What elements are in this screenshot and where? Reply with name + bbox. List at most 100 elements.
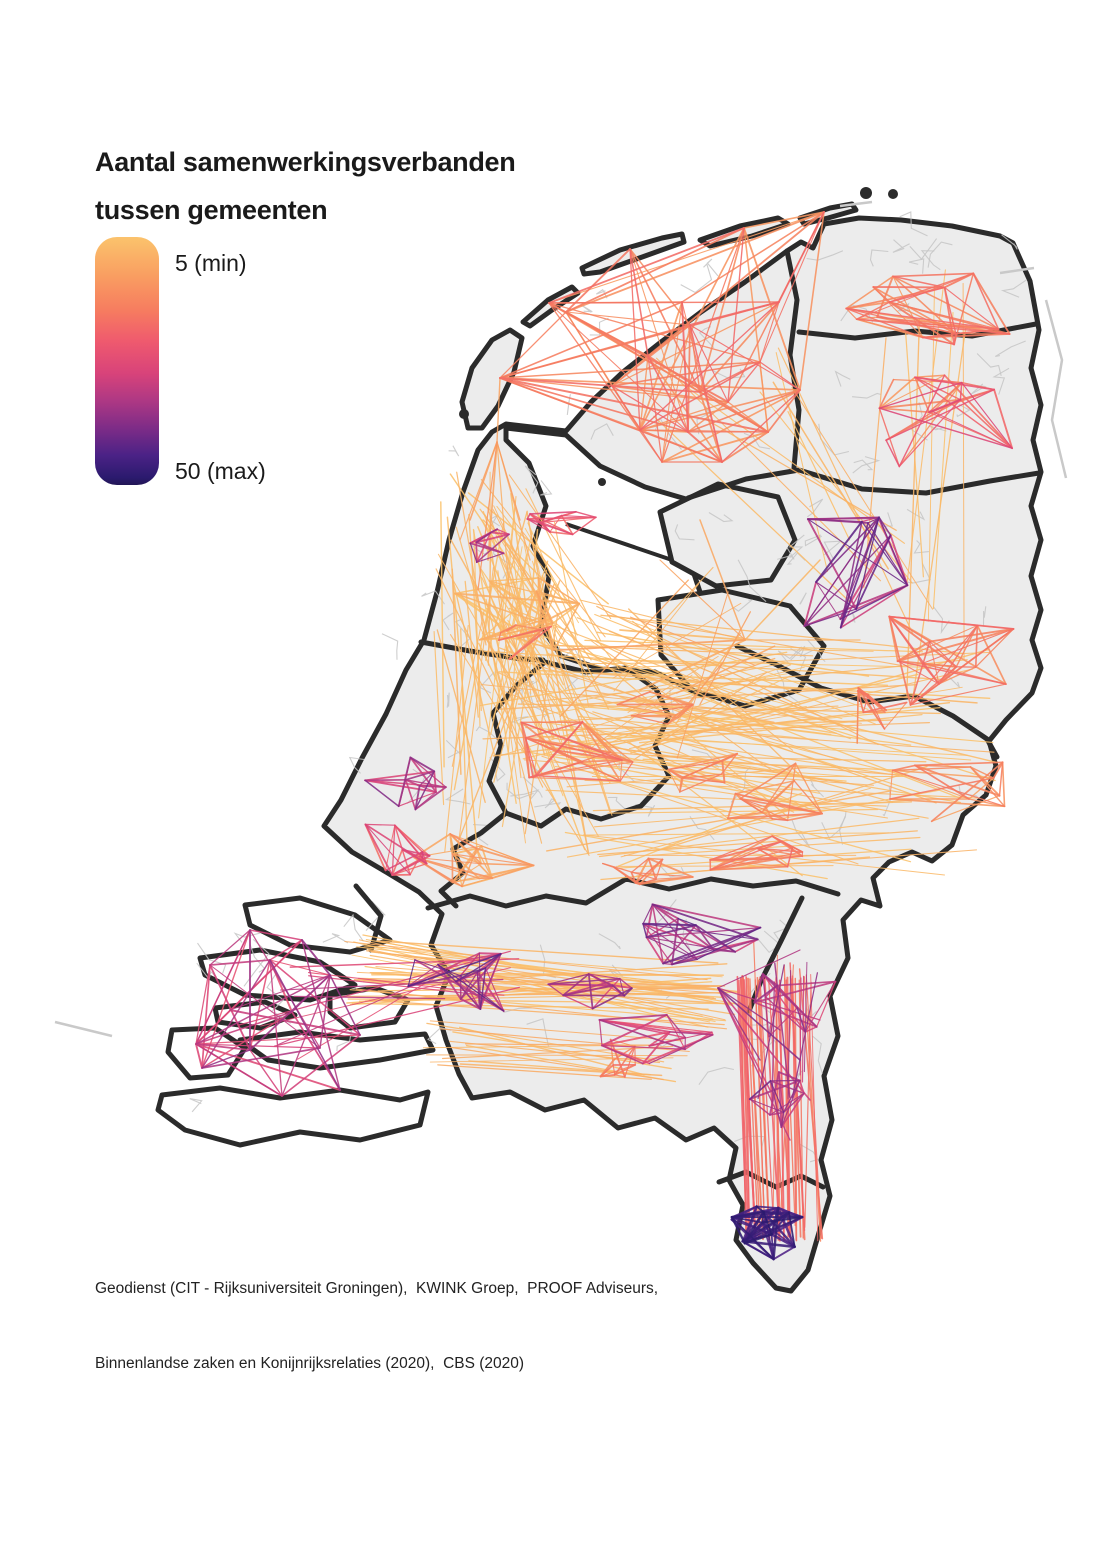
network-edge — [496, 377, 501, 443]
network-edge — [535, 590, 580, 605]
network-edge — [591, 651, 992, 670]
municipal-line — [607, 796, 627, 811]
network-edge — [201, 1049, 251, 1069]
network-edge — [650, 755, 927, 763]
network-edge — [677, 917, 697, 926]
network-edge — [451, 845, 483, 884]
municipal-line — [189, 1098, 203, 1113]
network-edge — [524, 612, 559, 835]
network-edge — [556, 749, 623, 761]
network-edge — [478, 953, 502, 1009]
municipal-line — [906, 508, 926, 521]
network-edge — [479, 508, 592, 661]
network-edge — [762, 973, 770, 1038]
network-edge — [962, 282, 965, 660]
network-edge — [759, 391, 913, 584]
network-edge — [753, 973, 764, 1004]
network-edge — [689, 301, 780, 326]
network-edge — [648, 1036, 687, 1047]
network-edge — [596, 631, 870, 677]
network-edge — [730, 1210, 765, 1219]
province-border — [486, 659, 672, 829]
network-edge — [696, 927, 761, 960]
network-edge — [771, 817, 789, 822]
network-edge — [969, 766, 995, 779]
network-edge — [921, 333, 1011, 339]
municipal-line — [995, 340, 1026, 358]
network-edge — [651, 903, 762, 929]
network-edge — [489, 528, 499, 534]
network-edge — [351, 1002, 709, 1010]
network-edge — [807, 518, 908, 586]
network-edge — [671, 958, 698, 966]
network-edge — [349, 981, 713, 1006]
network-edge — [455, 980, 482, 1010]
network-edge — [535, 761, 634, 777]
network-edge — [630, 715, 669, 725]
network-edge — [449, 634, 590, 856]
network-edge — [803, 976, 822, 1242]
network-edge — [931, 795, 1001, 822]
network-edge — [769, 1080, 785, 1113]
network-edge — [364, 778, 407, 782]
network-edge — [391, 848, 404, 876]
network-edge — [548, 302, 663, 463]
network-edge — [496, 639, 526, 844]
network-edge — [667, 752, 738, 771]
network-edge — [545, 790, 891, 852]
network-edge — [391, 854, 431, 876]
network-edge — [526, 518, 551, 533]
network-edge — [878, 378, 895, 410]
network-edge — [601, 1044, 644, 1065]
network-edge — [629, 248, 641, 431]
network-edge — [749, 978, 761, 1240]
municipal-line — [698, 1067, 735, 1086]
network-edge — [885, 411, 934, 441]
network-edge — [548, 302, 729, 403]
network-edge — [201, 964, 211, 1069]
network-edge — [757, 964, 785, 1100]
network-edge — [454, 592, 543, 624]
network-edge — [414, 786, 447, 811]
network-edge — [562, 984, 614, 996]
municipal-line — [992, 367, 1010, 395]
network-edge — [839, 584, 909, 629]
network-edge — [344, 941, 708, 981]
network-edge — [687, 431, 723, 463]
network-edge — [803, 608, 857, 627]
network-edge — [356, 971, 701, 990]
network-edge — [499, 311, 567, 379]
network-edge — [550, 720, 995, 753]
network-edge — [497, 628, 544, 642]
municipal-line — [899, 211, 928, 237]
network-edge — [739, 762, 797, 800]
network-edge — [709, 865, 789, 871]
network-edge — [476, 533, 510, 563]
ghost-border — [54, 1020, 113, 1038]
network-edge — [647, 355, 723, 463]
network-edge — [269, 959, 341, 1091]
network-edge — [810, 974, 819, 1242]
network-edge — [547, 978, 621, 985]
network-edge — [269, 959, 283, 1097]
network-edge — [449, 833, 483, 865]
network-edge — [591, 977, 621, 1010]
network-edge — [547, 983, 614, 986]
network-edge — [727, 227, 745, 403]
network-edge — [791, 972, 819, 1099]
network-edge — [891, 769, 970, 800]
network-edge — [559, 579, 689, 718]
network-edge — [405, 779, 447, 788]
network-edge — [667, 768, 684, 779]
network-edge — [667, 703, 694, 725]
network-edge — [717, 949, 801, 989]
network-edge — [419, 785, 437, 793]
municipal-line — [790, 645, 816, 661]
network-edge — [856, 272, 974, 320]
network-edge — [799, 211, 825, 391]
municipal-line — [743, 432, 771, 450]
network-edge — [678, 663, 723, 715]
network-edge — [508, 607, 851, 740]
legend-max-label: 50 (max) — [175, 458, 266, 484]
network-edge — [734, 938, 759, 953]
